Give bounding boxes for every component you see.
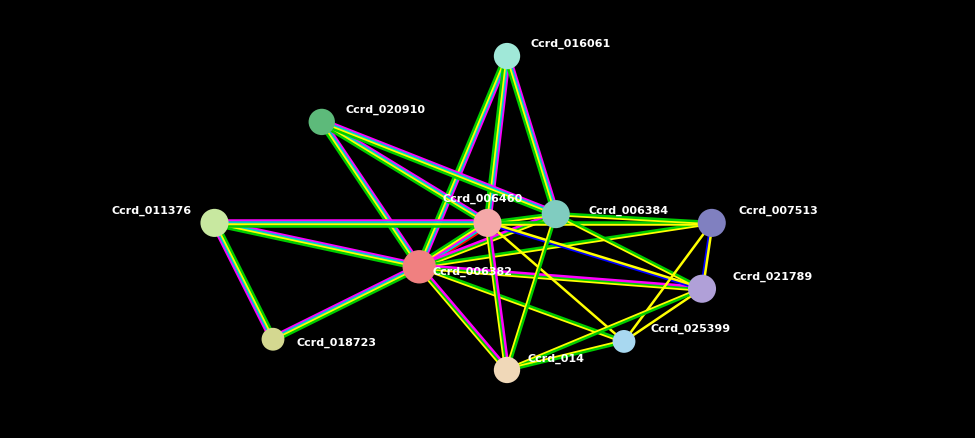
- Text: Ccrd_021789: Ccrd_021789: [732, 271, 812, 281]
- Text: Ccrd_018723: Ccrd_018723: [296, 336, 376, 347]
- Ellipse shape: [493, 357, 521, 383]
- Text: Ccrd_007513: Ccrd_007513: [738, 205, 818, 215]
- Ellipse shape: [612, 330, 636, 353]
- Text: Ccrd_016061: Ccrd_016061: [530, 39, 610, 49]
- Ellipse shape: [688, 275, 716, 303]
- Ellipse shape: [308, 110, 335, 136]
- Ellipse shape: [201, 209, 228, 237]
- Ellipse shape: [493, 44, 521, 70]
- Text: Ccrd_020910: Ccrd_020910: [345, 104, 425, 115]
- Text: Ccrd_006460: Ccrd_006460: [443, 193, 523, 203]
- Text: Ccrd_025399: Ccrd_025399: [650, 323, 730, 334]
- Ellipse shape: [403, 251, 436, 284]
- Ellipse shape: [261, 328, 285, 351]
- Ellipse shape: [698, 209, 725, 237]
- Text: Ccrd_006382: Ccrd_006382: [433, 266, 513, 277]
- Text: Ccrd_006384: Ccrd_006384: [589, 205, 669, 215]
- Text: Ccrd_011376: Ccrd_011376: [111, 205, 191, 215]
- Ellipse shape: [542, 201, 569, 229]
- Text: Ccrd_014: Ccrd_014: [527, 353, 584, 363]
- Ellipse shape: [474, 209, 501, 237]
